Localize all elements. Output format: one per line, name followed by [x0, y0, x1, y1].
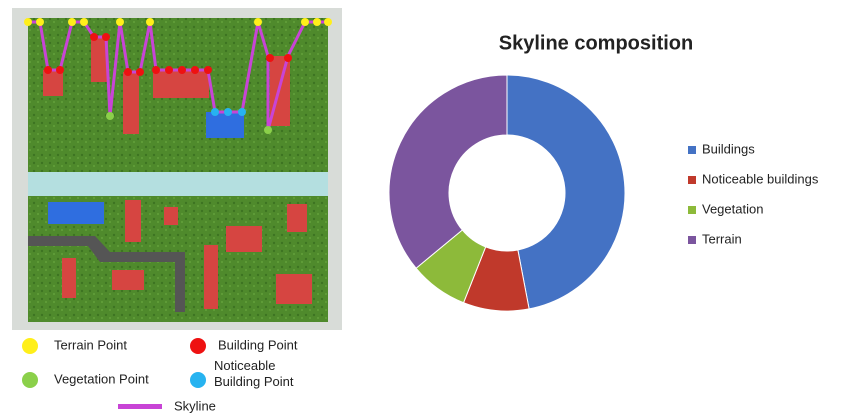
legend-marker — [22, 338, 38, 354]
legend-swatch — [688, 206, 696, 214]
legend-label: Building Point — [218, 337, 298, 352]
terrain-points — [24, 18, 332, 26]
legend-label: Vegetation — [702, 201, 763, 216]
legend-marker — [118, 404, 162, 409]
legend-marker — [190, 372, 206, 388]
chart-title: Skyline composition — [499, 32, 693, 54]
legend-label: Noticeable Building Point — [214, 358, 294, 389]
legend-marker — [190, 338, 206, 354]
legend-swatch — [688, 176, 696, 184]
donut-slice — [506, 74, 626, 310]
legend-swatch — [688, 146, 696, 154]
legend-label-box: Noticeable Building Point — [214, 358, 294, 389]
road — [28, 236, 185, 312]
donut-slice — [388, 74, 508, 269]
legend-label: Noticeable buildings — [702, 171, 819, 186]
legend-label: Vegetation Point — [54, 371, 149, 386]
legend-label: Skyline — [174, 398, 216, 413]
noticeable-building — [48, 202, 104, 224]
vegetation-points — [106, 112, 272, 134]
legend-label: Terrain — [702, 231, 742, 246]
building-points — [44, 33, 292, 76]
noticeable-points — [211, 108, 246, 116]
legend-label: Buildings — [702, 141, 755, 156]
legend-marker — [22, 372, 38, 388]
noticeable-building — [206, 112, 244, 138]
legend-label: Terrain Point — [54, 337, 127, 352]
water — [28, 172, 328, 196]
illustration: Terrain Point Building Point Vegetation … — [12, 8, 342, 413]
legend-swatch — [688, 236, 696, 244]
